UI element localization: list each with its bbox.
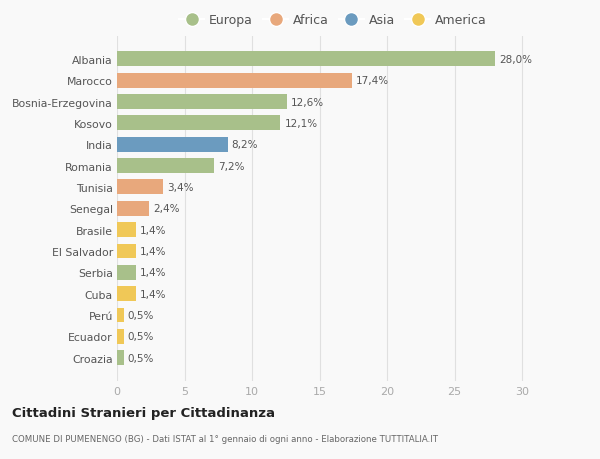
- Text: 0,5%: 0,5%: [128, 353, 154, 363]
- Bar: [117, 95, 287, 110]
- Bar: [117, 180, 163, 195]
- Bar: [117, 286, 136, 302]
- Bar: [117, 159, 214, 174]
- Text: 17,4%: 17,4%: [356, 76, 389, 86]
- Bar: [117, 265, 136, 280]
- Bar: [117, 138, 228, 152]
- Bar: [117, 52, 495, 67]
- Bar: [117, 350, 124, 365]
- Text: COMUNE DI PUMENENGO (BG) - Dati ISTAT al 1° gennaio di ogni anno - Elaborazione : COMUNE DI PUMENENGO (BG) - Dati ISTAT al…: [12, 434, 438, 443]
- Text: 0,5%: 0,5%: [128, 310, 154, 320]
- Text: 8,2%: 8,2%: [232, 140, 258, 150]
- Text: 1,4%: 1,4%: [140, 225, 166, 235]
- Text: 28,0%: 28,0%: [499, 55, 532, 65]
- Bar: [117, 244, 136, 259]
- Text: 1,4%: 1,4%: [140, 246, 166, 257]
- Text: 2,4%: 2,4%: [154, 204, 180, 214]
- Text: 1,4%: 1,4%: [140, 268, 166, 278]
- Bar: [117, 73, 352, 89]
- Bar: [117, 223, 136, 238]
- Text: 12,6%: 12,6%: [291, 97, 324, 107]
- Text: 3,4%: 3,4%: [167, 183, 193, 192]
- Text: Cittadini Stranieri per Cittadinanza: Cittadini Stranieri per Cittadinanza: [12, 406, 275, 419]
- Text: 1,4%: 1,4%: [140, 289, 166, 299]
- Text: 12,1%: 12,1%: [284, 119, 317, 129]
- Text: 0,5%: 0,5%: [128, 331, 154, 341]
- Bar: [117, 202, 149, 216]
- Bar: [117, 308, 124, 323]
- Text: 7,2%: 7,2%: [218, 161, 245, 171]
- Bar: [117, 116, 280, 131]
- Legend: Europa, Africa, Asia, America: Europa, Africa, Asia, America: [179, 14, 487, 27]
- Bar: [117, 329, 124, 344]
